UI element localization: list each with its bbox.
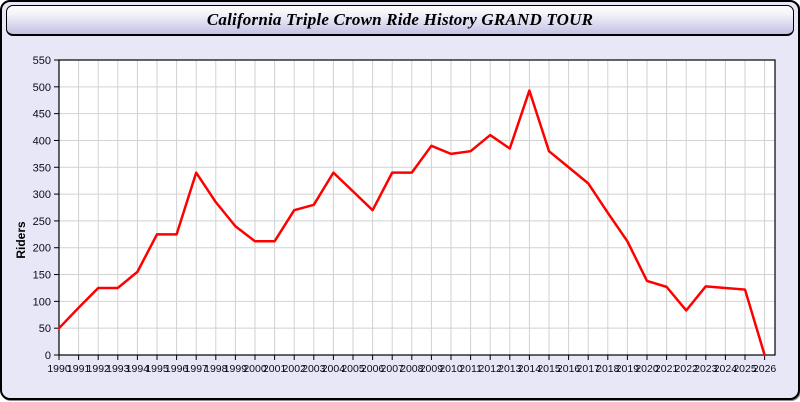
x-tick-labels: 1990199119921993199419951996199719981999… (47, 363, 776, 375)
x-tick-label: 2017 (577, 363, 601, 375)
x-tick-label: 2007 (381, 363, 405, 375)
x-tick-label: 2005 (341, 363, 365, 375)
x-tick-label: 2024 (714, 363, 738, 375)
x-tick-label: 2023 (694, 363, 718, 375)
x-tick-label: 2022 (675, 363, 699, 375)
y-tick-label: 150 (33, 270, 51, 282)
x-tick-label: 1990 (47, 363, 71, 375)
x-tick-label: 2018 (596, 363, 620, 375)
x-tick-label: 1994 (126, 363, 150, 375)
plot-border (58, 59, 776, 356)
x-tick-label: 1992 (87, 363, 111, 375)
chart-region: 0 50 100 150 200 250 300 350 400 450 500 550 1990 199… (2, 35, 798, 398)
x-tick-label: 2009 (420, 363, 444, 375)
x-tick-label: 1991 (67, 363, 91, 375)
plot-area (59, 60, 775, 355)
x-tick-label: 1993 (106, 363, 130, 375)
x-tick-label: 1996 (165, 363, 189, 375)
y-tick-label: 550 (33, 55, 51, 67)
x-tick-label: 2019 (616, 363, 640, 375)
x-tick-label: 2003 (302, 363, 326, 375)
x-tick-label: 2015 (537, 363, 561, 375)
y-tick-label: 200 (33, 243, 51, 255)
x-tick-label: 2025 (733, 363, 757, 375)
x-tick-label: 1997 (185, 363, 209, 375)
x-tick-label: 2013 (498, 363, 522, 375)
x-tick-label: 2021 (655, 363, 679, 375)
y-tick-label: 0 (45, 350, 51, 362)
y-tick-label: 500 (33, 82, 51, 94)
y-tick-label: 350 (33, 162, 51, 174)
x-tick-label: 2006 (361, 363, 385, 375)
y-axis-title: Riders (14, 221, 28, 259)
x-tick-label: 2000 (243, 363, 267, 375)
x-tick-label: 2004 (322, 363, 346, 375)
x-tick-label: 2020 (635, 363, 659, 375)
chart-title: California Triple Crown Ride History GRA… (206, 10, 594, 29)
x-tick-label: 1998 (204, 363, 228, 375)
series-line-riders (57, 89, 766, 357)
x-tick-label: 2011 (459, 363, 482, 375)
x-tick-label: 2002 (283, 363, 307, 375)
x-tick-label: 2001 (263, 363, 287, 375)
x-tick-label: 2010 (439, 363, 463, 375)
y-tick-labels: 0 50 100 150 200 250 300 350 400 450 500 550 (33, 55, 51, 362)
x-tick-label: 1999 (224, 363, 248, 375)
x-tick-label: 2012 (479, 363, 503, 375)
y-tick-label: 250 (33, 216, 51, 228)
tick-marks (54, 59, 766, 360)
y-tick-label: 50 (39, 323, 51, 335)
x-tick-label: 1995 (145, 363, 169, 375)
y-tick-label: 100 (33, 296, 51, 308)
y-tick-label: 450 (33, 109, 51, 121)
title-bar: California Triple Crown Ride History GRA… (6, 5, 794, 36)
x-tick-label: 2026 (753, 363, 777, 375)
y-tick-label: 400 (33, 135, 51, 147)
x-tick-label: 2014 (518, 363, 542, 375)
riders-line-chart: 0501001502002503003504004505005501990199… (33, 55, 777, 375)
x-tick-label: 2016 (557, 363, 581, 375)
x-tick-label: 2008 (400, 363, 424, 375)
y-tick-label: 300 (33, 189, 51, 201)
